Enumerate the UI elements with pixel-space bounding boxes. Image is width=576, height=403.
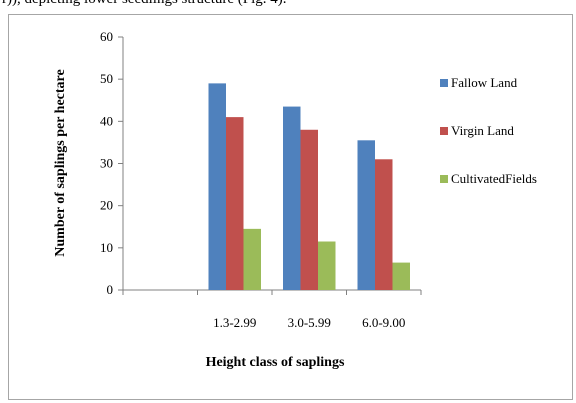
bar-cultivatedfields <box>392 262 410 290</box>
y-tick-label: 30 <box>100 156 113 171</box>
legend-label: CultivatedFields <box>451 171 537 186</box>
legend-swatch <box>440 79 448 87</box>
bar-virgin-land <box>375 159 393 290</box>
x-tick-label: 6.0-9.00 <box>362 315 405 330</box>
legend-label: Virgin Land <box>451 123 514 138</box>
bar-cultivatedfields <box>243 228 261 290</box>
legend-swatch <box>440 127 448 135</box>
caption-text: r)), depicting lower seedlings structure… <box>2 0 287 8</box>
bar-fallow-land <box>283 106 301 290</box>
y-tick-label: 10 <box>100 240 113 255</box>
y-tick-label: 40 <box>100 113 113 128</box>
bar-cultivatedfields <box>318 241 336 290</box>
bar-virgin-land <box>300 129 318 290</box>
chart-bars <box>208 83 410 290</box>
y-tick-label: 0 <box>107 282 114 297</box>
y-tick-label: 20 <box>100 198 113 213</box>
bar-fallow-land <box>357 140 375 290</box>
bar-virgin-land <box>226 117 244 290</box>
x-tick-label: 1.3-2.99 <box>213 315 256 330</box>
bar-fallow-land <box>208 83 226 290</box>
y-axis-label: Number of saplings per hectare <box>53 69 68 256</box>
x-axis-label: Height class of saplings <box>206 355 345 370</box>
legend-swatch <box>440 175 448 183</box>
y-tick-label: 60 <box>100 29 113 44</box>
chart-tick-labels: 0 10 20 30 40 50 60 1.3-2.99 3.0-5.99 6.0-9.00 <box>100 29 405 330</box>
legend-label: Fallow Land <box>451 75 518 90</box>
x-tick-label: 3.0-5.99 <box>288 315 331 330</box>
y-tick-label: 50 <box>100 71 113 86</box>
chart-legend: Fallow Land Virgin Land CultivatedFields <box>440 75 537 186</box>
